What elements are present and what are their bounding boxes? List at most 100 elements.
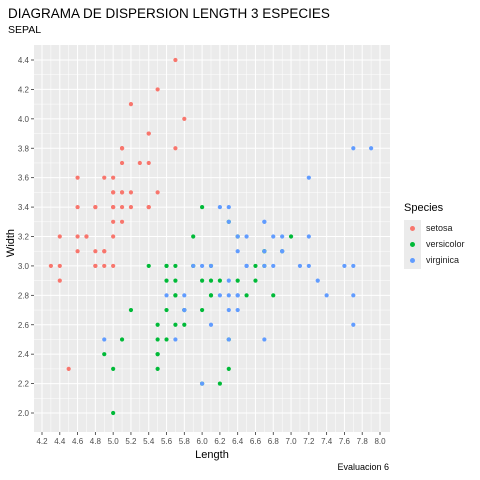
chart-caption: Evaluacion 6 xyxy=(337,462,389,472)
plot-panel xyxy=(34,45,390,432)
data-point-versicolor xyxy=(164,337,169,342)
data-point-versicolor xyxy=(155,366,160,371)
data-point-setosa xyxy=(75,234,80,239)
x-tick-label: 6.0 xyxy=(197,437,209,446)
y-tick-label: 4.0 xyxy=(18,115,30,124)
data-point-virginica xyxy=(226,278,231,283)
chart-title: DIAGRAMA DE DISPERSION LENGTH 3 ESPECIES xyxy=(8,6,330,21)
x-tick-label: 5.0 xyxy=(108,437,120,446)
data-point-versicolor xyxy=(182,322,187,327)
data-point-virginica xyxy=(271,263,276,269)
data-point-setosa xyxy=(48,263,53,269)
data-point-setosa xyxy=(66,366,71,371)
x-tick-label: 7.2 xyxy=(303,437,315,446)
x-tick-label: 4.4 xyxy=(54,437,66,446)
data-point-versicolor xyxy=(200,307,205,313)
data-point-setosa xyxy=(128,190,134,195)
data-point-versicolor xyxy=(235,278,240,283)
data-point-virginica xyxy=(351,263,356,269)
data-point-virginica xyxy=(208,322,214,327)
x-tick-label: 5.8 xyxy=(179,437,191,446)
data-point-virginica xyxy=(297,263,303,269)
x-tick-label: 6.8 xyxy=(268,437,280,446)
x-tick-label: 4.6 xyxy=(72,437,84,446)
data-point-setosa xyxy=(119,204,125,210)
data-point-setosa xyxy=(173,146,178,151)
data-point-virginica xyxy=(226,307,231,313)
data-point-virginica xyxy=(200,381,205,386)
data-point-setosa xyxy=(119,190,125,195)
data-point-virginica xyxy=(315,278,320,283)
data-point-virginica xyxy=(306,263,311,269)
x-tick-label: 4.2 xyxy=(36,437,48,446)
data-point-setosa xyxy=(93,204,98,210)
data-point-versicolor xyxy=(164,263,169,269)
x-tick-label: 5.4 xyxy=(143,437,155,446)
data-point-setosa xyxy=(111,263,116,269)
legend-key-virginica xyxy=(410,257,415,263)
data-point-virginica xyxy=(351,322,356,327)
legend-title: Species xyxy=(404,202,444,214)
data-point-versicolor xyxy=(111,410,116,416)
data-point-versicolor xyxy=(128,307,134,313)
legend-item-setosa: setosa xyxy=(404,219,465,237)
x-tick-label: 6.6 xyxy=(250,437,262,446)
data-point-virginica xyxy=(235,249,240,254)
data-point-virginica xyxy=(226,337,231,342)
data-point-versicolor xyxy=(155,352,160,357)
y-tick-label: 3.2 xyxy=(18,233,30,242)
data-point-versicolor xyxy=(155,322,160,327)
data-point-setosa xyxy=(75,175,80,180)
data-point-virginica xyxy=(191,263,196,269)
data-point-setosa xyxy=(182,116,187,121)
data-point-virginica xyxy=(280,249,285,254)
legend-label-versicolor: versicolor xyxy=(426,239,465,249)
x-tick-label: 7.6 xyxy=(339,437,351,446)
data-point-virginica xyxy=(217,293,222,298)
data-point-virginica xyxy=(244,263,249,269)
data-point-versicolor xyxy=(208,293,214,298)
legend-item-versicolor: versicolor xyxy=(404,235,465,253)
data-point-setosa xyxy=(128,102,134,107)
data-point-virginica xyxy=(235,293,240,298)
data-point-virginica xyxy=(306,234,311,239)
data-point-virginica xyxy=(235,307,240,313)
data-point-virginica xyxy=(342,263,347,269)
data-point-setosa xyxy=(119,219,125,224)
data-point-versicolor xyxy=(217,381,222,386)
chart-subtitle: SEPAL xyxy=(8,24,42,36)
data-point-virginica xyxy=(226,204,231,210)
data-point-virginica xyxy=(244,234,249,239)
data-point-virginica xyxy=(217,204,222,210)
data-point-versicolor xyxy=(173,322,178,327)
legend-item-virginica: virginica xyxy=(404,251,465,269)
x-axis-label: Length xyxy=(195,449,229,461)
data-point-setosa xyxy=(111,190,116,195)
data-point-setosa xyxy=(173,57,178,63)
data-point-setosa xyxy=(137,160,142,166)
y-tick-label: 2.6 xyxy=(18,321,30,330)
data-point-setosa xyxy=(155,87,160,92)
x-tick-label: 5.2 xyxy=(125,437,137,446)
data-point-setosa xyxy=(119,146,125,151)
legend-label-virginica: virginica xyxy=(426,255,460,265)
y-tick-label: 2.8 xyxy=(18,291,30,300)
x-tick-label: 5.6 xyxy=(161,437,173,446)
data-point-setosa xyxy=(57,234,62,239)
data-point-setosa xyxy=(57,278,62,283)
x-tick-label: 6.2 xyxy=(214,437,226,446)
data-point-virginica xyxy=(262,249,267,254)
data-point-setosa xyxy=(102,175,107,180)
data-point-setosa xyxy=(111,219,116,224)
data-point-virginica xyxy=(369,146,374,151)
data-point-virginica xyxy=(262,337,267,342)
data-point-setosa xyxy=(75,249,80,254)
data-point-versicolor xyxy=(155,337,160,342)
data-point-setosa xyxy=(75,204,80,210)
data-point-virginica xyxy=(182,293,187,298)
data-point-versicolor xyxy=(173,263,178,269)
data-point-setosa xyxy=(57,263,62,269)
data-point-setosa xyxy=(93,249,98,254)
data-point-versicolor xyxy=(146,263,151,269)
